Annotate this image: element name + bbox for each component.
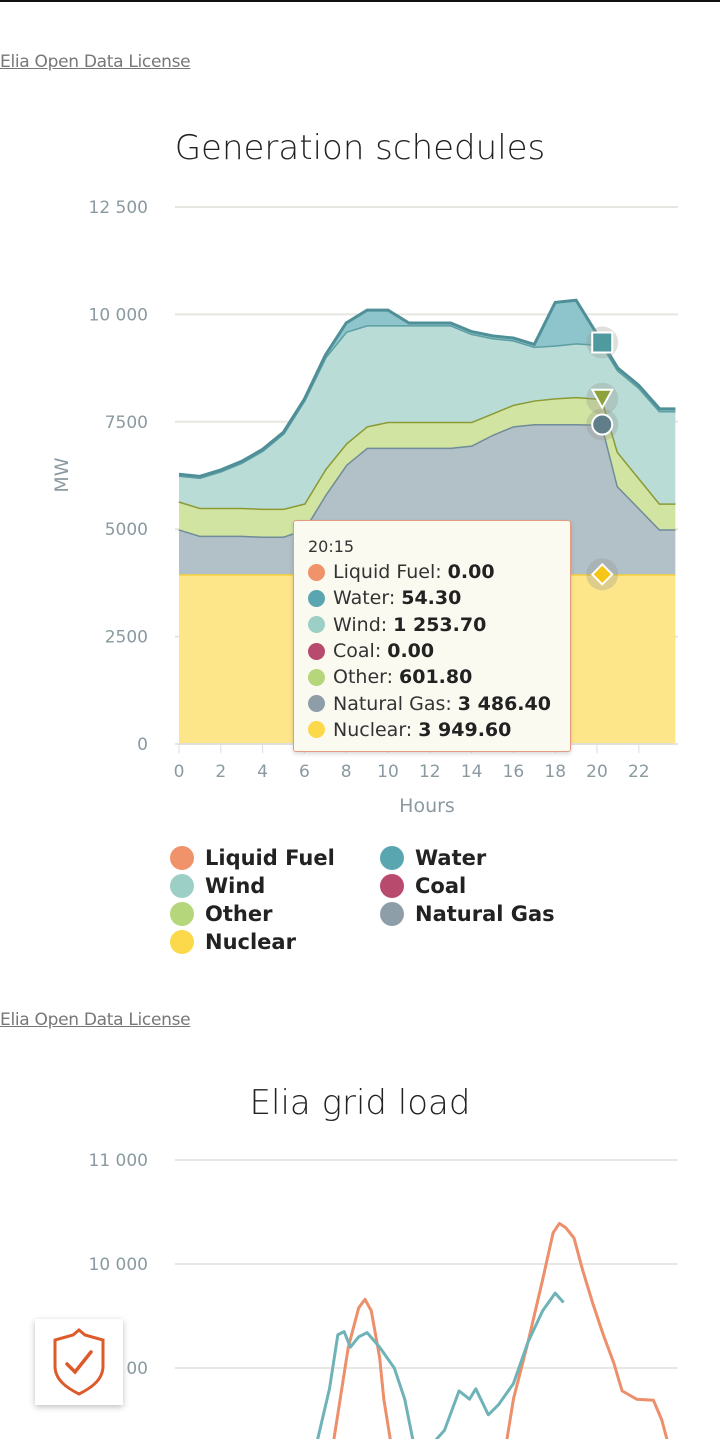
tooltip-row: Water: 54.30 [308, 585, 570, 611]
tooltip-row: Coal: 0.00 [308, 638, 570, 664]
tooltip-label: Nuclear: [333, 718, 413, 741]
chart-tooltip: 20:15 Liquid Fuel: 0.00 Water: 54.30 Wind: 1 … [293, 520, 571, 752]
legend-dot-icon [380, 902, 404, 926]
tooltip-value: 0.00 [447, 561, 495, 584]
series-dot-icon [308, 616, 325, 634]
chart-title: Generation schedules [174, 128, 546, 168]
other-marker-triangle [590, 388, 614, 410]
x-tick-label: 14 [461, 762, 483, 782]
y-tick-label: 10 000 [89, 1255, 148, 1275]
tooltip-time: 20:15 [308, 537, 355, 556]
legend-dot-icon [380, 846, 404, 870]
x-axis-title: Hours [399, 795, 455, 817]
y-tick-label: 00 [126, 1359, 148, 1379]
privacy-shield-button[interactable] [35, 1319, 123, 1405]
tooltip-label: Water: [333, 587, 396, 610]
tooltip-row: Liquid Fuel: 0.00 [308, 559, 570, 585]
legend-item[interactable]: Coal [380, 874, 590, 898]
y-tick-label: 5000 [105, 520, 148, 540]
water-marker-square [591, 331, 614, 354]
tooltip-label: Liquid Fuel: [333, 561, 442, 584]
y-tick-label: 10 000 [89, 305, 148, 325]
legend-label: Nuclear [205, 930, 296, 954]
x-tick-label: 16 [503, 762, 525, 782]
legend-item[interactable]: Nuclear [170, 930, 380, 954]
y-tick-label: 0 [137, 735, 148, 755]
load-line-orange [332, 1221, 669, 1439]
series-dot-icon [308, 563, 325, 581]
area-water [179, 300, 676, 478]
y-tick-label: 11 000 [89, 1151, 148, 1171]
chart-title-2: Elia grid load [249, 1083, 471, 1123]
tooltip-value: 54.30 [401, 587, 462, 610]
legend-label: Natural Gas [415, 902, 555, 926]
x-tick-label: 2 [215, 762, 226, 782]
legend-item[interactable]: Water [380, 846, 590, 870]
load-line-teal [316, 1291, 565, 1439]
license-link[interactable]: Elia Open Data License [0, 52, 191, 72]
legend-label: Other [205, 902, 273, 926]
series-dot-icon [308, 589, 325, 607]
page-heading-edge [0, 0, 720, 2]
x-tick-label: 22 [628, 762, 650, 782]
series-dot-icon [308, 642, 325, 660]
legend-label: Wind [205, 874, 266, 898]
legend-dot-icon [170, 930, 194, 954]
tooltip-value: 0.00 [387, 640, 435, 663]
legend-dot-icon [170, 902, 194, 926]
x-tick-label: 20 [586, 762, 608, 782]
legend-label: Water [415, 846, 487, 870]
legend-item[interactable]: Natural Gas [380, 902, 590, 926]
y-tick-label: 2500 [105, 628, 148, 648]
legend-label: Liquid Fuel [205, 846, 335, 870]
x-tick-label: 4 [257, 762, 268, 782]
area-other [179, 396, 676, 537]
legend-dot-icon [380, 874, 404, 898]
tooltip-value: 3 486.40 [457, 692, 551, 715]
series-dot-icon [308, 668, 325, 686]
legend-item[interactable]: Other [170, 902, 380, 926]
gas-marker-circle [591, 413, 614, 436]
legend-item[interactable]: Liquid Fuel [170, 846, 380, 870]
tooltip-label: Other: [333, 666, 394, 689]
tooltip-value: 601.80 [399, 666, 473, 689]
y-tick-label: 12 500 [89, 198, 148, 218]
tooltip-row: Nuclear: 3 949.60 [308, 717, 570, 743]
y-axis-title: MW [51, 457, 73, 492]
x-tick-label: 0 [174, 762, 185, 782]
x-tick-label: 6 [299, 762, 310, 782]
tooltip-label: Wind: [333, 613, 388, 636]
license-link-2[interactable]: Elia Open Data License [0, 1010, 191, 1030]
y-tick-label: 7500 [105, 413, 148, 433]
legend-dot-icon [170, 846, 194, 870]
area-wind [179, 325, 676, 509]
chart-legend: Liquid Fuel Water Wind Coal Other Natural Gas… [170, 846, 590, 954]
x-tick-label: 8 [341, 762, 352, 782]
legend-label: Coal [415, 874, 467, 898]
tooltip-value: 3 949.60 [418, 718, 512, 741]
nuclear-marker-diamond [590, 562, 614, 586]
shield-check-icon [53, 1328, 105, 1396]
tooltip-row: Wind: 1 253.70 [308, 612, 570, 638]
tooltip-row: Other: 601.80 [308, 664, 570, 690]
legend-dot-icon [170, 874, 194, 898]
x-tick-label: 18 [544, 762, 566, 782]
series-dot-icon [308, 721, 325, 739]
tooltip-label: Natural Gas: [333, 692, 452, 715]
series-dot-icon [308, 695, 325, 713]
tooltip-row: Natural Gas: 3 486.40 [308, 690, 570, 716]
x-tick-label: 10 [377, 762, 399, 782]
x-tick-label: 12 [419, 762, 441, 782]
legend-item[interactable]: Wind [170, 874, 380, 898]
tooltip-label: Coal: [333, 640, 382, 663]
tooltip-value: 1 253.70 [393, 613, 487, 636]
